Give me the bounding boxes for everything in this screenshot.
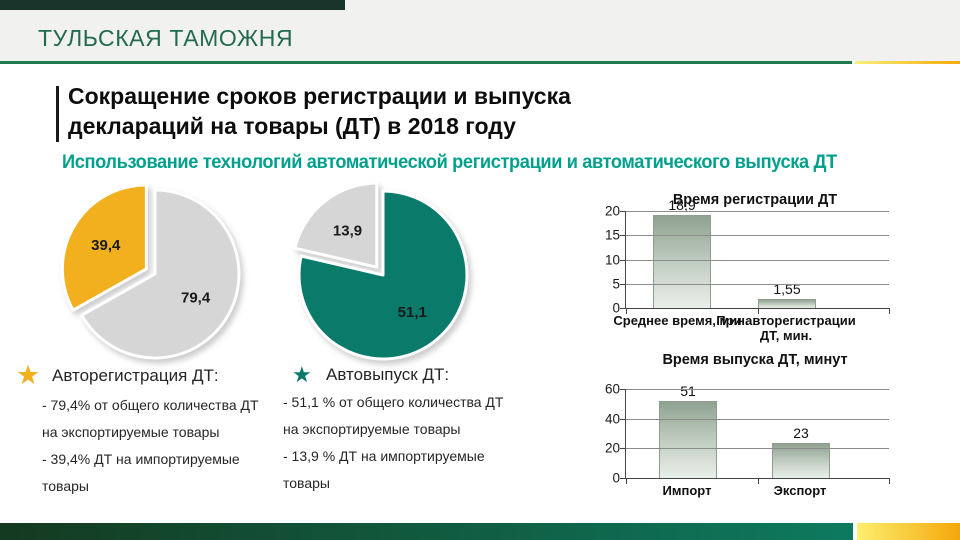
page-title-line2: деклараций на товары (ДТ) в 2018 году	[68, 113, 516, 139]
category-label: Импорт	[662, 483, 712, 498]
y-axis-label: 10	[604, 252, 620, 267]
pie-slice	[293, 181, 379, 269]
text-line: товары	[42, 478, 89, 494]
header-title: ТУЛЬСКАЯ ТАМОЖНЯ	[38, 25, 294, 51]
category-label: Среднее время, мин.	[613, 313, 749, 328]
bar-chart-release-time: Время выпуска ДТ, минут 51 23 60 40 20 0 Им…	[565, 352, 960, 512]
y-axis-label: 20	[604, 203, 620, 219]
text-line: товары	[283, 475, 330, 491]
y-axis-tick	[620, 389, 626, 390]
autoregistration-text: - 79,4% от общего количества ДТ на экспо…	[42, 392, 297, 500]
plot-area: 18,9 1,55 20 15 10 5 0	[605, 197, 890, 316]
header-rule-yellow	[855, 61, 960, 64]
y-axis-label: 20	[604, 440, 620, 456]
gridline	[626, 418, 889, 420]
y-axis-label: 15	[604, 227, 620, 243]
bar-value-label: 51	[680, 383, 696, 400]
gridline	[626, 259, 889, 261]
star-icon: ★	[292, 362, 312, 387]
bar-chart-registration-time: Время регистрации ДТ 18,9 1,55 20 15 10 5 0 …	[565, 192, 960, 344]
star-icon: ★	[16, 360, 41, 390]
bar	[758, 299, 816, 308]
pie-slice-label: 79,4	[181, 290, 211, 307]
y-axis-tick	[620, 308, 626, 309]
y-axis-label: 60	[604, 381, 620, 397]
bar-value-label: 18,9	[668, 197, 696, 214]
autoregistration-heading: Авторегистрация ДТ:	[52, 366, 219, 385]
y-axis-label: 40	[604, 411, 620, 427]
text-line: на экспортируемые товары	[283, 421, 461, 437]
text-line: - 79,4% от общего количества ДТ	[42, 397, 259, 413]
gridline	[626, 283, 889, 285]
pie-chart-autorelease: 51,1 13,9	[293, 181, 469, 361]
text-line: - 13,9 % ДТ на импортируемые	[283, 448, 485, 464]
page-title: Сокращение сроков регистрации и выпуска …	[68, 81, 571, 141]
x-axis-tick	[757, 478, 759, 484]
plot-area: 51 23 60 40 20 0	[605, 382, 890, 486]
x-axis-tick	[889, 478, 890, 484]
text-line: - 39,4% ДТ на импортируемые	[42, 451, 240, 467]
bar-import: 51	[659, 359, 717, 478]
subtitle: Использование технологий автоматической …	[62, 152, 837, 173]
bar	[659, 401, 717, 478]
pie-slice	[60, 183, 148, 312]
x-axis-tick	[626, 308, 627, 314]
y-axis-label: 0	[612, 470, 620, 486]
pie-slice-label: 51,1	[398, 304, 427, 321]
gridline	[626, 448, 889, 450]
category-label: При авторегистрации ДТ, мин.	[716, 313, 856, 343]
x-axis-tick	[757, 308, 759, 314]
gridline	[626, 235, 889, 237]
pie-slice-label: 13,9	[333, 222, 362, 239]
footer-green-bar	[0, 523, 853, 540]
text-line: - 51,1 % от общего количества ДТ	[283, 394, 504, 410]
y-axis-tick	[620, 235, 626, 237]
y-axis-tick	[620, 478, 626, 479]
text-line: на экспортируемые товары	[42, 424, 220, 440]
header-band	[0, 0, 960, 61]
pie-slice	[80, 188, 241, 360]
category-label: Экспорт	[773, 483, 827, 498]
autorelease-text: - 51,1 % от общего количества ДТ на эксп…	[283, 389, 533, 497]
y-axis-tick	[620, 418, 626, 420]
y-axis-label: 0	[612, 300, 620, 316]
pie-slice	[297, 189, 469, 361]
title-left-bar	[56, 86, 59, 142]
chart-title: Время регистрации ДТ	[672, 192, 838, 208]
bar	[653, 215, 711, 308]
y-axis-tick	[620, 259, 626, 261]
bar-value-label: 23	[793, 424, 809, 441]
page-title-line1: Сокращение сроков регистрации и выпуска	[68, 83, 571, 109]
autorelease-heading: Автовыпуск ДТ:	[326, 365, 450, 384]
pie-chart-autoregistration: 79,4 39,4	[60, 183, 241, 360]
footer-yellow-bar	[857, 523, 960, 540]
bar-value-label: 1,55	[773, 281, 801, 298]
pie-slice-label: 39,4	[91, 237, 121, 254]
header-accent-bar	[0, 0, 345, 10]
y-axis-tick	[620, 448, 626, 450]
x-axis-tick	[889, 308, 890, 314]
bar-average-time: 18,9	[653, 181, 711, 308]
gridline	[626, 211, 889, 212]
y-axis-tick	[620, 283, 626, 285]
x-axis-tick	[626, 478, 627, 484]
y-axis-label: 5	[612, 276, 620, 292]
header-rule-green	[0, 61, 852, 64]
y-axis-tick	[620, 211, 626, 212]
chart-title: Время выпуска ДТ, минут	[662, 352, 848, 368]
bar-autoregistration-time: 1,55	[758, 181, 816, 308]
gridline	[626, 389, 889, 390]
